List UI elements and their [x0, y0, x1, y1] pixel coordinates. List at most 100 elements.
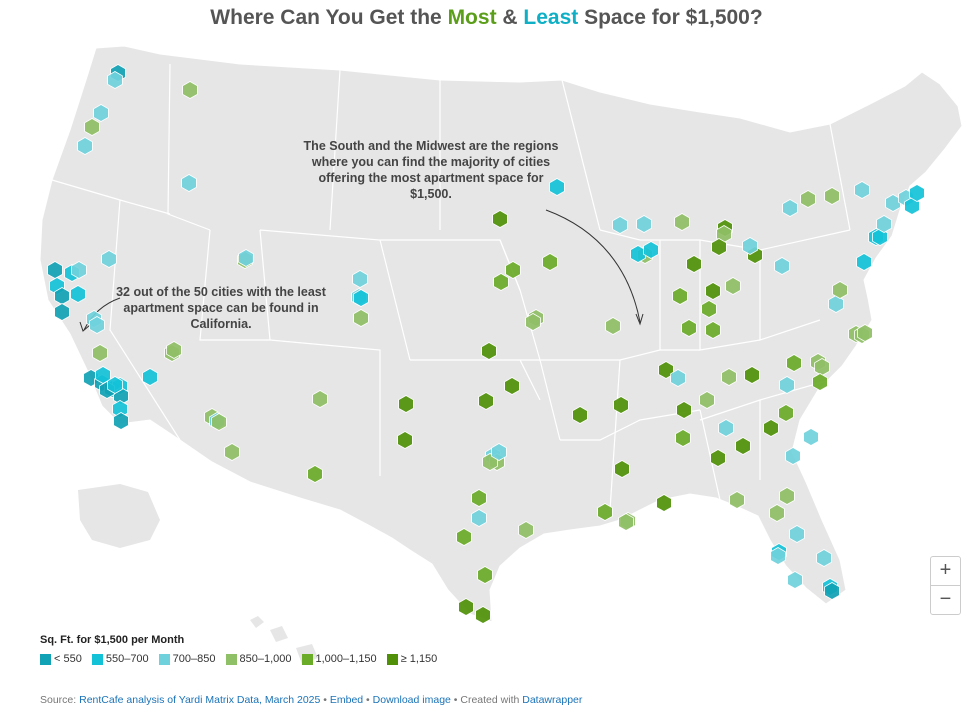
city-hexagon[interactable]: [70, 285, 86, 303]
city-hexagon[interactable]: [701, 300, 717, 318]
city-hexagon[interactable]: [686, 255, 702, 273]
city-hexagon[interactable]: [670, 369, 686, 387]
city-hexagon[interactable]: [481, 342, 497, 360]
city-hexagon[interactable]: [904, 197, 920, 215]
city-hexagon[interactable]: [71, 261, 87, 279]
city-hexagon[interactable]: [166, 341, 182, 359]
city-hexagon[interactable]: [518, 521, 534, 539]
city-hexagon[interactable]: [47, 261, 63, 279]
city-hexagon[interactable]: [398, 395, 414, 413]
city-hexagon[interactable]: [856, 253, 872, 271]
city-hexagon[interactable]: [54, 303, 70, 321]
city-hexagon[interactable]: [211, 413, 227, 431]
city-hexagon[interactable]: [54, 287, 70, 305]
zoom-in-button[interactable]: +: [930, 556, 961, 586]
city-hexagon[interactable]: [705, 321, 721, 339]
city-hexagon[interactable]: [84, 118, 100, 136]
city-hexagon[interactable]: [824, 187, 840, 205]
city-hexagon[interactable]: [718, 419, 734, 437]
city-hexagon[interactable]: [456, 528, 472, 546]
city-hexagon[interactable]: [630, 245, 646, 263]
city-hexagon[interactable]: [800, 190, 816, 208]
city-hexagon[interactable]: [658, 361, 674, 379]
city-hexagon[interactable]: [475, 606, 491, 624]
city-hexagon[interactable]: [618, 513, 634, 531]
city-hexagon[interactable]: [643, 241, 659, 259]
city-hexagon[interactable]: [597, 503, 613, 521]
city-hexagon[interactable]: [113, 412, 129, 430]
city-hexagon[interactable]: [458, 598, 474, 616]
city-hexagon[interactable]: [782, 199, 798, 217]
city-hexagon[interactable]: [779, 487, 795, 505]
city-hexagon[interactable]: [101, 250, 117, 268]
rentcafe-link[interactable]: RentCafe analysis of Yardi Matrix Data, …: [79, 694, 321, 706]
city-hexagon[interactable]: [705, 282, 721, 300]
city-hexagon[interactable]: [710, 449, 726, 467]
city-hexagon[interactable]: [814, 358, 830, 376]
city-hexagon[interactable]: [699, 391, 715, 409]
city-hexagon[interactable]: [787, 571, 803, 589]
city-hexagon[interactable]: [572, 406, 588, 424]
city-hexagon[interactable]: [477, 566, 493, 584]
city-hexagon[interactable]: [812, 373, 828, 391]
city-hexagon[interactable]: [505, 261, 521, 279]
city-hexagon[interactable]: [525, 313, 541, 331]
city-hexagon[interactable]: [142, 368, 158, 386]
city-hexagon[interactable]: [307, 465, 323, 483]
zoom-out-button[interactable]: −: [930, 585, 961, 615]
city-hexagon[interactable]: [785, 447, 801, 465]
city-hexagon[interactable]: [493, 273, 509, 291]
city-hexagon[interactable]: [742, 237, 758, 255]
city-hexagon[interactable]: [828, 295, 844, 313]
city-hexagon[interactable]: [672, 287, 688, 305]
city-hexagon[interactable]: [77, 137, 93, 155]
embed-link[interactable]: Embed: [329, 694, 364, 706]
city-hexagon[interactable]: [312, 390, 328, 408]
city-hexagon[interactable]: [471, 489, 487, 507]
city-hexagon[interactable]: [744, 366, 760, 384]
city-hexagon[interactable]: [909, 184, 925, 202]
city-hexagon[interactable]: [824, 582, 840, 600]
city-hexagon[interactable]: [92, 344, 108, 362]
city-hexagon[interactable]: [107, 71, 123, 89]
city-hexagon[interactable]: [711, 238, 727, 256]
city-hexagon[interactable]: [832, 281, 848, 299]
city-hexagon[interactable]: [549, 178, 565, 196]
city-hexagon[interactable]: [876, 215, 892, 233]
city-hexagon[interactable]: [816, 549, 832, 567]
city-hexagon[interactable]: [675, 429, 691, 447]
city-hexagon[interactable]: [612, 216, 628, 234]
city-hexagon[interactable]: [681, 319, 697, 337]
city-hexagon[interactable]: [93, 104, 109, 122]
city-hexagon[interactable]: [778, 404, 794, 422]
download-image-link[interactable]: Download image: [372, 694, 451, 706]
city-hexagon[interactable]: [397, 431, 413, 449]
city-hexagon[interactable]: [656, 494, 672, 512]
city-hexagon[interactable]: [89, 316, 105, 334]
city-hexagon[interactable]: [676, 401, 692, 419]
city-hexagon[interactable]: [504, 377, 520, 395]
city-hexagon[interactable]: [789, 525, 805, 543]
city-hexagon[interactable]: [770, 547, 786, 565]
city-hexagon[interactable]: [725, 277, 741, 295]
city-hexagon[interactable]: [729, 491, 745, 509]
city-hexagon[interactable]: [492, 210, 508, 228]
city-hexagon[interactable]: [769, 504, 785, 522]
city-hexagon[interactable]: [491, 443, 507, 461]
city-hexagon[interactable]: [854, 181, 870, 199]
city-hexagon[interactable]: [613, 396, 629, 414]
city-hexagon[interactable]: [224, 443, 240, 461]
city-hexagon[interactable]: [353, 289, 369, 307]
city-hexagon[interactable]: [779, 376, 795, 394]
city-hexagon[interactable]: [182, 81, 198, 99]
city-hexagon[interactable]: [542, 253, 558, 271]
city-hexagon[interactable]: [774, 257, 790, 275]
city-hexagon[interactable]: [352, 270, 368, 288]
city-hexagon[interactable]: [605, 317, 621, 335]
city-hexagon[interactable]: [803, 428, 819, 446]
city-hexagon[interactable]: [181, 174, 197, 192]
city-hexagon[interactable]: [763, 419, 779, 437]
city-hexagon[interactable]: [735, 437, 751, 455]
city-hexagon[interactable]: [478, 392, 494, 410]
city-hexagon[interactable]: [353, 309, 369, 327]
